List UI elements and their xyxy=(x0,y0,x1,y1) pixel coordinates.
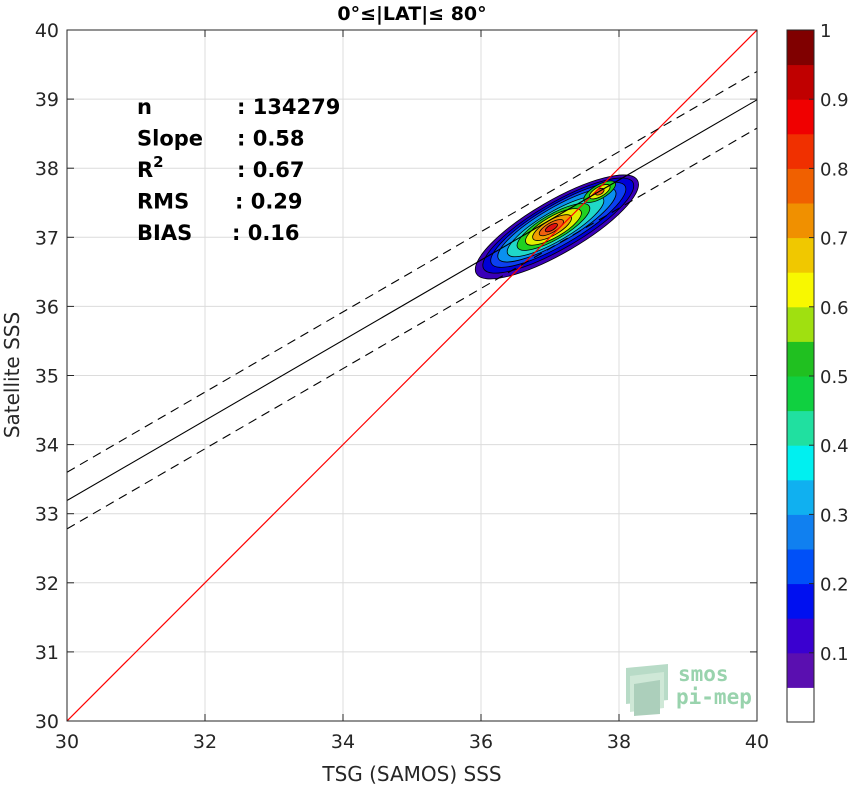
colorbar-segment-18 xyxy=(787,64,814,100)
identity-line xyxy=(67,30,757,721)
x-tick-label-5: 40 xyxy=(745,731,769,753)
colorbar-segment-13 xyxy=(787,237,814,273)
smos-pimep-watermark: smos pi-mep xyxy=(626,662,752,716)
y-axis-ticks: 30 31 32 33 34 35 36 37 38 39 40 xyxy=(35,20,757,733)
colorbar-segment-9 xyxy=(787,376,814,412)
colorbar-tick-label-4: 0.5 xyxy=(820,367,849,388)
stat-value-2: : 0.67 xyxy=(237,158,305,182)
stat-label-3: RMS xyxy=(137,190,189,214)
stat-label-0: n xyxy=(137,95,152,119)
x-tick-label-1: 32 xyxy=(193,731,217,753)
colorbar-segment-2 xyxy=(787,618,814,654)
colorbar-segment-12 xyxy=(787,272,814,308)
y-tick-label-9: 39 xyxy=(35,89,59,111)
contour-level-10 xyxy=(544,223,558,233)
y-tick-label-7: 37 xyxy=(35,227,59,249)
lower-confidence-line xyxy=(67,127,757,530)
x-axis-label: TSG (SAMOS) SSS xyxy=(321,762,501,786)
colorbar-segment-11 xyxy=(787,306,814,342)
y-axis-label: Satellite SSS xyxy=(0,312,24,438)
colorbar-segment-6 xyxy=(787,479,814,515)
colorbar-tick-label-9: 1 xyxy=(820,21,831,42)
regression-line xyxy=(67,99,757,502)
colorbar-tick-label-8: 0.9 xyxy=(820,90,849,111)
x-tick-label-2: 34 xyxy=(331,731,355,753)
y-tick-label-8: 38 xyxy=(35,158,59,180)
colorbar-tick-label-6: 0.7 xyxy=(820,229,849,250)
y-tick-label-0: 30 xyxy=(35,711,59,733)
y-tick-label-1: 31 xyxy=(35,642,59,664)
smos-logo-icon xyxy=(626,664,668,716)
colorbar-tick-label-0: 0.1 xyxy=(820,644,849,665)
x-tick-label-3: 36 xyxy=(469,731,493,753)
colorbar-tick-label-1: 0.2 xyxy=(820,575,849,596)
colorbar-tick-label-7: 0.8 xyxy=(820,159,849,180)
stat-label-1: Slope xyxy=(137,127,203,151)
upper-confidence-line xyxy=(67,70,757,473)
chart-title: 0°≤|LAT|≤ 80° xyxy=(337,3,486,25)
watermark-line2: pi-mep xyxy=(676,685,752,709)
colorbar-segment-7 xyxy=(787,445,814,481)
x-axis-ticks: 30 32 34 36 38 40 xyxy=(55,30,769,753)
colorbar-tick-label-3: 0.4 xyxy=(820,436,849,457)
colorbar-segment-19 xyxy=(787,30,814,66)
x-tick-label-0: 30 xyxy=(55,731,79,753)
colorbar: 0.1 0.2 0.3 0.4 0.5 0.6 0.7 0.8 0.9 1 xyxy=(786,21,849,723)
colorbar-segment-14 xyxy=(787,203,814,239)
colorbar-segment-1 xyxy=(787,652,814,688)
colorbar-segment-10 xyxy=(787,341,814,377)
y-tick-label-2: 32 xyxy=(35,573,59,595)
stat-value-1: : 0.58 xyxy=(237,127,305,151)
stat-value-0: : 134279 xyxy=(237,95,340,119)
colorbar-segment-0 xyxy=(787,687,814,723)
y-tick-label-6: 36 xyxy=(35,296,59,318)
x-tick-label-4: 38 xyxy=(607,731,631,753)
grid xyxy=(66,29,758,722)
colorbar-segment-5 xyxy=(787,514,814,550)
y-tick-label-5: 35 xyxy=(35,366,59,388)
colorbar-segment-15 xyxy=(787,168,814,204)
stat-label-4: BIAS xyxy=(137,221,192,245)
colorbar-segment-16 xyxy=(787,133,814,169)
y-tick-label-10: 40 xyxy=(35,20,59,42)
colorbar-tick-label-2: 0.3 xyxy=(820,505,849,526)
y-tick-label-4: 34 xyxy=(35,435,59,457)
colorbar-tick-label-5: 0.6 xyxy=(820,298,849,319)
fit-lines xyxy=(67,30,757,721)
colorbar-segment-17 xyxy=(787,99,814,135)
colorbar-segment-3 xyxy=(787,583,814,619)
density-contours xyxy=(474,174,639,280)
colorbar-segment-4 xyxy=(787,549,814,585)
stat-value-4: : 0.16 xyxy=(232,221,300,245)
stat-value-3: : 0.29 xyxy=(235,190,303,214)
colorbar-segment-8 xyxy=(787,410,814,446)
y-tick-label-3: 33 xyxy=(35,504,59,526)
watermark-line1: smos xyxy=(678,662,729,686)
stat-superscript: 2 xyxy=(153,153,163,171)
